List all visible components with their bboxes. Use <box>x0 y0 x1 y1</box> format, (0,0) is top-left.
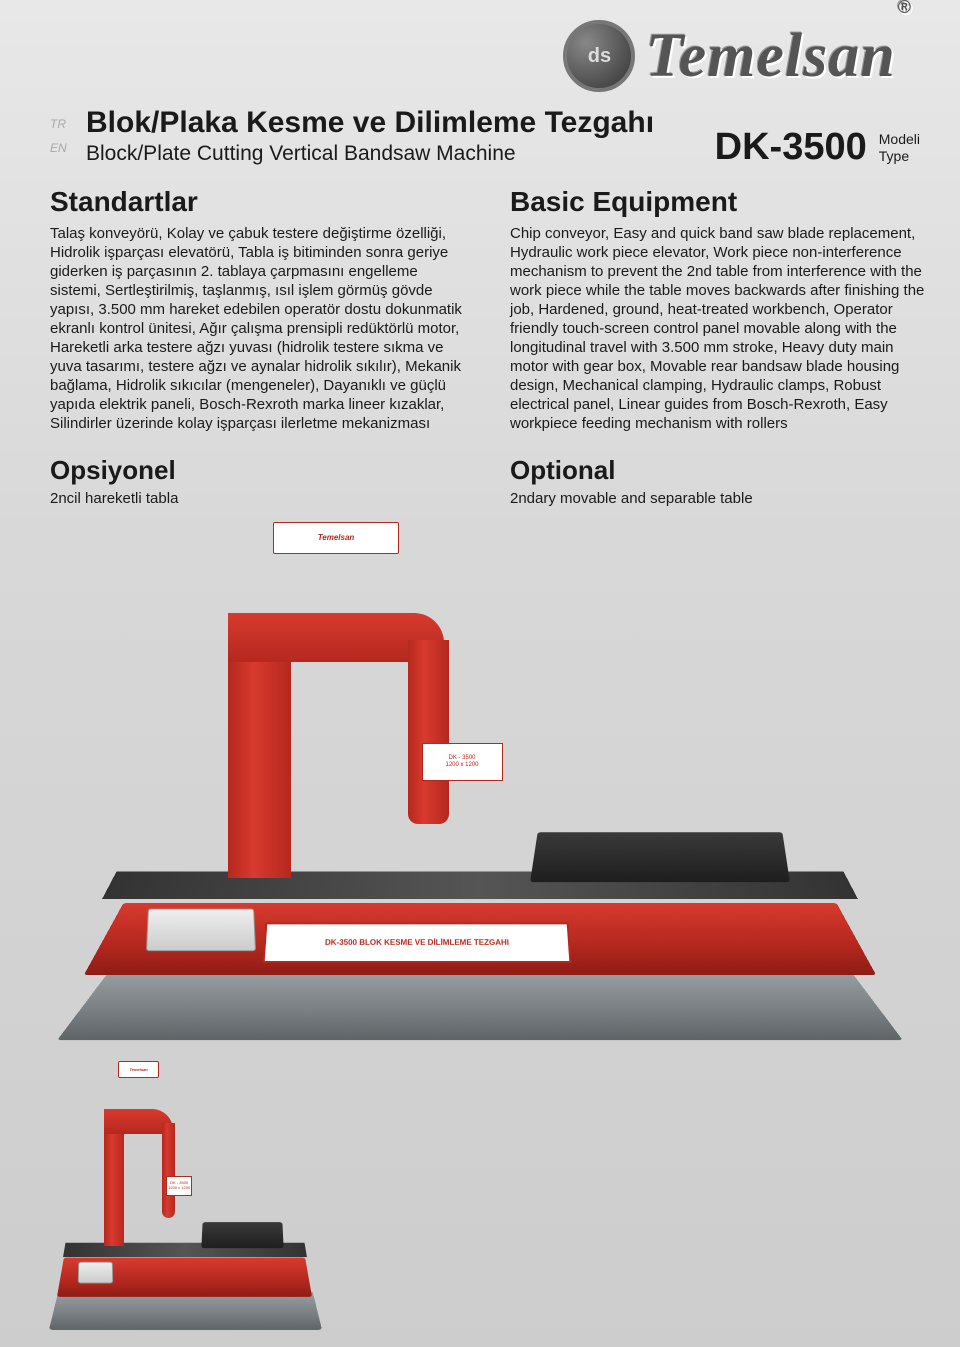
machine-fixture <box>202 1222 284 1248</box>
language-labels: TR EN <box>50 112 67 160</box>
brand-name-text: Temelsan <box>645 22 895 90</box>
machine-head <box>162 1123 175 1218</box>
equipment-title-en: Basic Equipment <box>510 186 930 218</box>
model-type-labels: Modeli Type <box>879 131 920 165</box>
lang-en-label: EN <box>50 136 67 160</box>
machine-control-panel <box>78 1262 113 1284</box>
column-english: Basic Equipment Chip conveyor, Easy and … <box>510 186 930 507</box>
machine-model-badge-line2: 1200 x 1200 <box>168 1186 190 1190</box>
machine-control-panel <box>146 909 256 951</box>
optional-title-tr: Opsiyonel <box>50 455 470 486</box>
machine-model-badge: DK - 3500 1200 x 1200 <box>422 743 503 781</box>
machine-base <box>49 1291 322 1330</box>
machine-model-badge-line2: 1200 x 1200 <box>445 762 478 769</box>
brand-name: Temelsan® <box>645 21 910 92</box>
model-code: DK-3500 <box>715 126 867 169</box>
machine-model-badge: DK - 3500 1200 x 1200 <box>166 1176 192 1196</box>
model-label-en: Type <box>879 148 920 165</box>
standards-title-tr: Standartlar <box>50 186 470 218</box>
brand-badge-icon: ds <box>563 20 635 92</box>
page-header: TR EN Blok/Plaka Kesme ve Dilimleme Tezg… <box>50 106 930 166</box>
machine-base <box>57 970 903 1040</box>
brand-logo: ds Temelsan® <box>563 20 910 92</box>
equipment-body-en: Chip conveyor, Easy and quick band saw b… <box>510 224 930 433</box>
machine-brand-badge: Temelsan <box>118 1061 159 1078</box>
lang-tr-label: TR <box>50 112 67 136</box>
machine-brand-badge: Temelsan <box>273 522 399 554</box>
machine-fixture <box>530 832 790 882</box>
machine-image-large: Temelsan DK - 3500 1200 x 1200 DK-3500 B… <box>30 500 930 1040</box>
optional-title-en: Optional <box>510 455 930 486</box>
column-turkish: Standartlar Talaş konveyörü, Kolay ve ça… <box>50 186 470 507</box>
machine-nameplate: DK-3500 BLOK KESME VE DİLİMLEME TEZGAHI <box>263 923 572 964</box>
model-label-tr: Modeli <box>879 131 920 148</box>
machine-image-small: Temelsan DK - 3500 1200 x 1200 <box>40 1050 330 1330</box>
content-columns: Standartlar Talaş konveyörü, Kolay ve ça… <box>50 186 930 507</box>
model-block: DK-3500 Modeli Type <box>715 126 920 169</box>
registered-mark: ® <box>898 0 912 17</box>
standards-body-tr: Talaş konveyörü, Kolay ve çabuk testere … <box>50 224 470 433</box>
machine-model-badge-line1: DK - 3500 <box>448 755 475 762</box>
machine-head <box>408 640 449 824</box>
